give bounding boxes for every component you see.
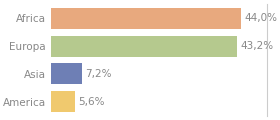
Bar xyxy=(51,8,241,29)
Bar xyxy=(51,91,75,112)
Text: 7,2%: 7,2% xyxy=(85,69,112,79)
Text: 44,0%: 44,0% xyxy=(244,13,277,23)
Text: 43,2%: 43,2% xyxy=(241,41,274,51)
Bar xyxy=(51,36,237,57)
Text: 5,6%: 5,6% xyxy=(78,97,105,107)
Bar xyxy=(51,63,82,84)
